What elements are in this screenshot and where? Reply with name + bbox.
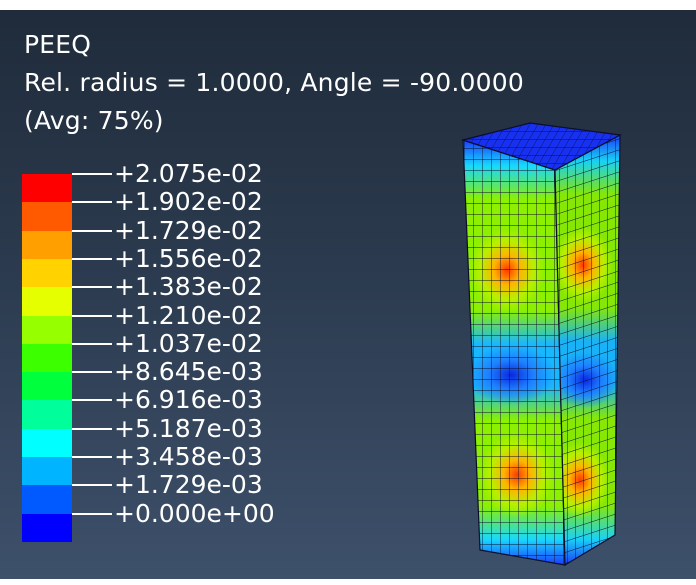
legend-tick [72, 484, 112, 487]
column-top-face [460, 122, 622, 171]
legend-label: +1.556e-02 [114, 243, 263, 273]
column-left-face [462, 139, 566, 566]
legend-tick [72, 314, 112, 317]
frame-bottom-edge [0, 579, 696, 585]
legend-tick [72, 399, 112, 402]
legend-tick [72, 286, 112, 289]
legend-tick [72, 201, 112, 204]
legend-tick [72, 512, 112, 515]
legend-swatch [22, 400, 72, 430]
legend-label: +6.916e-03 [114, 385, 263, 415]
legend-label: +1.383e-02 [114, 272, 263, 302]
legend-swatch [22, 315, 72, 345]
legend-swatch [22, 174, 72, 203]
legend-tick [72, 427, 112, 430]
legend-label: +1.210e-02 [114, 300, 263, 330]
legend-swatch [22, 485, 72, 515]
legend-label: +1.729e-02 [114, 215, 263, 245]
legend-swatch [22, 287, 72, 316]
legend-swatch [22, 258, 72, 288]
frame-top-edge [0, 0, 696, 10]
legend-tick [72, 257, 112, 260]
legend-tick [72, 371, 112, 374]
legend-swatch [22, 457, 72, 486]
legend-label: +1.037e-02 [114, 328, 263, 358]
viewport-header: PEEQ Rel. radius = 1.0000, Angle = -90.0… [24, 26, 524, 140]
legend-swatch [22, 428, 72, 458]
legend-swatch [22, 202, 72, 232]
legend-swatch [22, 230, 72, 260]
legend-label: +8.645e-03 [114, 357, 263, 387]
legend-label: +5.187e-03 [114, 413, 263, 443]
legend-swatch [22, 372, 72, 401]
legend-label: +0.000e+00 [114, 498, 275, 528]
legend-tick [72, 342, 112, 345]
contour-legend: +2.075e-02 +1.902e-02 +1.729e-02 +1.556e-02… [22, 160, 322, 575]
column-right-face [554, 133, 621, 567]
legend-label: +1.902e-02 [114, 187, 263, 217]
legend-label: +1.729e-03 [114, 470, 263, 500]
legend-swatch [22, 513, 72, 543]
section-info: Rel. radius = 1.0000, Angle = -90.0000 [24, 68, 524, 97]
variable-name: PEEQ [24, 30, 92, 59]
legend-label: +3.458e-03 [114, 442, 263, 471]
legend-tick [72, 229, 112, 232]
legend-tick [72, 173, 112, 175]
column-model[interactable] [455, 115, 696, 580]
legend-label: +2.075e-02 [114, 159, 263, 188]
averaging-info: (Avg: 75%) [24, 106, 164, 135]
legend-tick [72, 456, 112, 458]
legend-swatch [22, 343, 72, 373]
